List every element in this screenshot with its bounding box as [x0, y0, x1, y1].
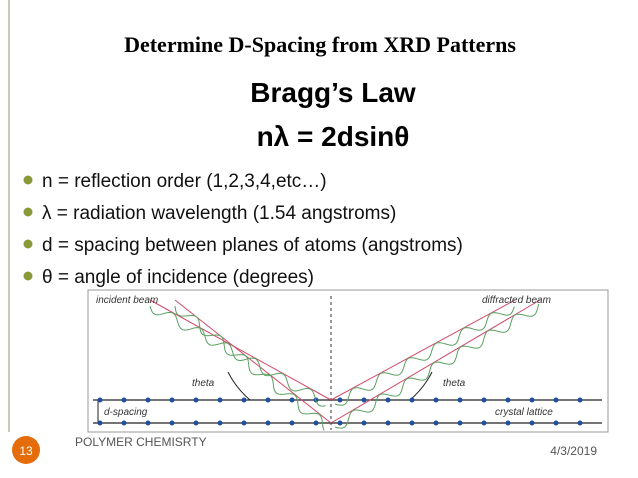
atom	[529, 397, 535, 403]
atom	[409, 420, 415, 426]
atom	[337, 397, 343, 403]
diffracted-ray	[330, 299, 516, 401]
atom	[361, 420, 367, 426]
wave	[334, 306, 515, 406]
figure-label: theta	[443, 378, 466, 389]
atom	[457, 397, 463, 403]
atom	[409, 397, 415, 403]
bullet-text: d = spacing between planes of atoms (ang…	[42, 235, 463, 256]
atom	[217, 420, 223, 426]
atom	[145, 397, 151, 403]
bragg-diagram: incident beam diffracted beam theta thet…	[87, 289, 609, 433]
figure-label: theta	[192, 378, 215, 389]
atom	[505, 420, 511, 426]
atom	[361, 397, 367, 403]
atom	[553, 397, 559, 403]
figure-label: incident beam	[96, 295, 158, 306]
atom	[289, 420, 295, 426]
atom	[433, 397, 439, 403]
incident-ray	[149, 299, 332, 401]
bullet-dot	[23, 207, 33, 217]
figure-label: crystal lattice	[495, 407, 553, 418]
equation: nλ = 2dsinθ	[257, 121, 410, 152]
atom	[481, 420, 487, 426]
slide-title: Determine D-Spacing from XRD Patterns	[124, 32, 516, 57]
bullet-text: θ = angle of incidence (degrees)	[42, 267, 314, 288]
theta-arc	[227, 371, 251, 401]
incident-ray	[174, 299, 332, 424]
heading: Bragg’s Law	[250, 77, 416, 108]
bullet-dot	[23, 175, 33, 185]
atom	[169, 420, 175, 426]
footer-text: POLYMER CHEMISRTY	[75, 435, 207, 449]
atom	[289, 397, 295, 403]
atom	[241, 420, 247, 426]
atom	[193, 397, 199, 403]
atom	[217, 397, 223, 403]
bullet-text: n = reflection order (1,2,3,4,etc…)	[42, 171, 327, 192]
wave	[174, 305, 325, 431]
atom	[169, 397, 175, 403]
atom	[193, 420, 199, 426]
figure-label: d-spacing	[104, 407, 148, 418]
atom	[529, 420, 535, 426]
atom	[121, 420, 127, 426]
wave	[334, 303, 540, 429]
atom	[481, 397, 487, 403]
figure-label: diffracted beam	[482, 295, 551, 306]
atom	[505, 397, 511, 403]
atom	[121, 397, 127, 403]
atom	[265, 397, 271, 403]
bullet-list: n = reflection order (1,2,3,4,etc…) λ = r…	[23, 171, 463, 288]
atom	[145, 420, 151, 426]
atom	[385, 420, 391, 426]
atom	[97, 420, 103, 426]
slide-number: 13	[19, 444, 33, 458]
atom	[97, 397, 103, 403]
footer-date: 4/3/2019	[550, 444, 597, 458]
atom	[577, 397, 583, 403]
bullet-dot	[23, 271, 33, 281]
atom	[265, 420, 271, 426]
atom	[457, 420, 463, 426]
atom	[553, 420, 559, 426]
atom	[385, 397, 391, 403]
atom	[577, 420, 583, 426]
atom	[337, 420, 343, 426]
atom	[241, 397, 247, 403]
atom	[433, 420, 439, 426]
wave	[149, 305, 326, 407]
diffracted-ray	[330, 299, 541, 424]
bullet-dot	[23, 239, 33, 249]
atom	[313, 420, 319, 426]
bullet-text: λ = radiation wavelength (1.54 angstroms…	[42, 203, 396, 224]
slide-number-badge	[12, 436, 40, 464]
